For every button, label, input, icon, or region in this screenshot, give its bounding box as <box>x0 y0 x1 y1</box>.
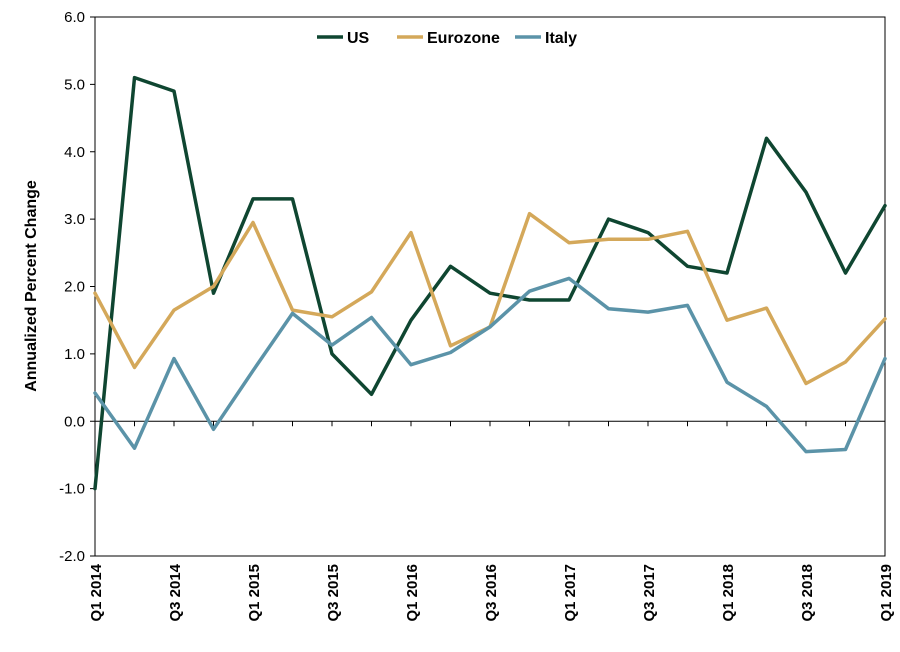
series-line-italy <box>93 276 887 454</box>
legend-label-us: US <box>347 30 370 47</box>
y-axis-label-group: Annualized Percent Change <box>23 180 40 392</box>
x-tick-label: Q3 2014 <box>167 563 184 621</box>
y-tick-label: 4.0 <box>64 144 85 161</box>
x-tick-label: Q1 2019 <box>878 564 895 622</box>
legend: US Eurozone Italy <box>317 30 577 47</box>
y-tick-label: 1.0 <box>64 346 85 363</box>
x-tick-label: Q1 2018 <box>720 564 737 622</box>
y-tick-label: 3.0 <box>64 211 85 228</box>
legend-label-italy: Italy <box>545 30 577 47</box>
legend-label-eurozone: Eurozone <box>427 30 500 47</box>
y-tick-label: -1.0 <box>59 481 85 498</box>
series-line-eurozone <box>93 211 887 386</box>
series-line-us <box>93 75 887 491</box>
y-tick-label: 6.0 <box>64 9 85 26</box>
x-tick-label: Q1 2017 <box>562 564 579 622</box>
y-tick-label: 2.0 <box>64 279 85 296</box>
x-tick-label: Q1 2015 <box>246 564 263 622</box>
y-axis-label: Annualized Percent Change <box>23 180 40 392</box>
y-tick-label: 0.0 <box>64 413 85 430</box>
x-tick-label: Q1 2014 <box>88 563 105 621</box>
ticks: 6.0 5.0 4.0 3.0 2.0 1.0 0.0 -1.0 -2.0Q1 2014 Q3 2… <box>59 9 895 622</box>
x-tick-label: Q3 2015 <box>325 564 342 622</box>
y-tick-label: 5.0 <box>64 76 85 93</box>
x-tick-label: Q3 2018 <box>799 564 816 622</box>
x-tick-label: Q3 2016 <box>483 564 500 622</box>
y-tick-label: -2.0 <box>59 548 85 565</box>
series-lines <box>93 75 887 491</box>
x-tick-label: Q1 2016 <box>404 564 421 622</box>
x-tick-label: Q3 2017 <box>641 564 658 622</box>
